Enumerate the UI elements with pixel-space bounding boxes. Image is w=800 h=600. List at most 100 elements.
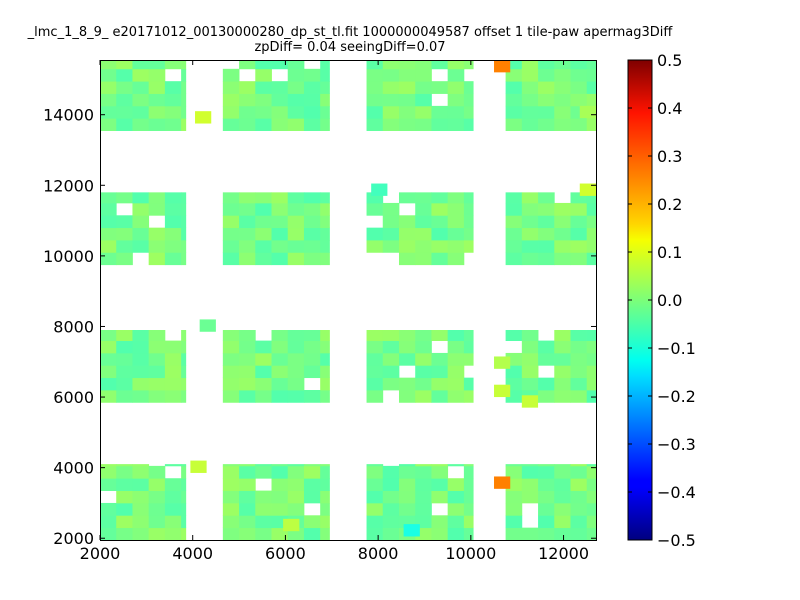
heatmap-cell bbox=[148, 202, 166, 216]
heatmap-cell bbox=[398, 390, 416, 403]
heatmap-cell bbox=[554, 377, 571, 391]
heatmap-cell bbox=[382, 502, 400, 516]
heatmap-cell bbox=[239, 215, 256, 229]
heatmap-cell bbox=[303, 202, 321, 216]
x-tick-label: 4000 bbox=[172, 544, 213, 563]
heatmap-cell bbox=[148, 252, 166, 266]
heatmap-cell bbox=[382, 68, 400, 82]
heatmap-cell-highlight bbox=[494, 384, 511, 398]
heatmap-cell bbox=[303, 68, 321, 82]
heatmap-cell bbox=[181, 215, 187, 229]
heatmap-cell bbox=[239, 377, 256, 391]
heatmap-cell bbox=[222, 465, 240, 479]
heatmap-cell bbox=[538, 502, 555, 516]
heatmap-cell bbox=[431, 490, 449, 504]
heatmap-cell bbox=[320, 252, 330, 266]
heatmap-cell bbox=[554, 464, 571, 467]
heatmap-cell bbox=[239, 60, 256, 70]
heatmap-cell bbox=[100, 377, 117, 391]
heatmap-cell bbox=[415, 192, 432, 204]
heatmap-cell bbox=[382, 227, 400, 241]
heatmap-cell bbox=[570, 390, 588, 403]
heatmap-cell bbox=[521, 490, 539, 504]
heatmap-cell bbox=[447, 252, 465, 266]
heatmap-cell bbox=[415, 352, 432, 366]
heatmap-cell bbox=[132, 105, 150, 119]
heatmap-cell bbox=[366, 60, 384, 70]
heatmap-cell bbox=[181, 515, 187, 529]
heatmap-cell bbox=[222, 377, 240, 391]
heatmap-cell bbox=[398, 118, 416, 131]
heatmap-cell bbox=[366, 202, 384, 216]
heatmap-cell bbox=[586, 81, 597, 94]
heatmap-cell bbox=[164, 377, 182, 391]
y-tick-label: 8000 bbox=[53, 317, 94, 336]
heatmap-cell bbox=[320, 227, 330, 241]
heatmap-cell bbox=[447, 490, 465, 504]
heatmap-cell bbox=[148, 502, 166, 516]
heatmap-cell bbox=[538, 490, 555, 504]
heatmap-cell bbox=[148, 227, 166, 241]
heatmap-cell bbox=[164, 81, 182, 94]
heatmap-cell bbox=[100, 478, 117, 491]
heatmap-cell bbox=[287, 81, 305, 94]
heatmap-cell bbox=[554, 478, 571, 491]
heatmap-cell bbox=[239, 352, 256, 366]
heatmap-cell bbox=[366, 93, 384, 107]
heatmap-cell bbox=[570, 478, 588, 491]
heatmap-cell bbox=[164, 202, 182, 216]
heatmap-cell bbox=[222, 118, 240, 131]
heatmap-cell bbox=[505, 60, 523, 70]
heatmap-cell bbox=[271, 93, 289, 107]
heatmap-cell bbox=[148, 240, 166, 253]
heatmap-cell bbox=[164, 515, 182, 529]
heatmap-cell bbox=[320, 527, 330, 541]
heatmap-cell bbox=[554, 527, 571, 541]
heatmap-cell bbox=[116, 390, 133, 403]
heatmap-cell bbox=[116, 240, 133, 253]
heatmap-cell bbox=[116, 478, 133, 491]
heatmap-cell bbox=[287, 240, 305, 253]
heatmap-cell bbox=[271, 192, 289, 204]
heatmap-cell bbox=[320, 352, 330, 366]
heatmap-cell bbox=[586, 390, 597, 403]
heatmap-cell bbox=[255, 240, 272, 253]
colorbar-tick-label: −0.1 bbox=[657, 339, 696, 358]
heatmap-cell bbox=[447, 377, 465, 391]
heatmap-cell-highlight bbox=[494, 476, 511, 489]
heatmap-cell bbox=[255, 465, 272, 479]
heatmap-cell bbox=[164, 464, 182, 467]
heatmap-cell bbox=[431, 464, 449, 467]
colorbar-tick-label: −0.3 bbox=[657, 435, 696, 454]
heatmap-cell bbox=[415, 68, 432, 82]
heatmap-cell bbox=[271, 340, 289, 354]
heatmap-cell bbox=[303, 340, 321, 354]
heatmap-cell bbox=[287, 192, 305, 204]
heatmap-cell bbox=[415, 502, 432, 516]
heatmap-cell bbox=[320, 390, 330, 403]
heatmap-cell bbox=[320, 93, 330, 107]
chart-subtitle: zpDiff= 0.04 seeingDiff=0.07 bbox=[254, 40, 446, 55]
heatmap-cell bbox=[586, 227, 597, 241]
heatmap-cell bbox=[463, 464, 474, 467]
heatmap-cell bbox=[463, 202, 474, 216]
heatmap-cell bbox=[100, 515, 117, 529]
heatmap-cell bbox=[366, 227, 384, 241]
heatmap-cell bbox=[447, 105, 465, 119]
heatmap-cell bbox=[431, 118, 449, 131]
colorbar-tick-label: 0.2 bbox=[657, 195, 682, 214]
heatmap-cell bbox=[447, 340, 465, 354]
heatmap-cell bbox=[505, 502, 523, 516]
heatmap-cell bbox=[181, 192, 187, 204]
heatmap-cell bbox=[320, 60, 330, 70]
heatmap-cell bbox=[538, 465, 555, 479]
heatmap-cell bbox=[303, 81, 321, 94]
heatmap-cell bbox=[398, 478, 416, 491]
heatmap-cell bbox=[255, 490, 272, 504]
heatmap-cell bbox=[255, 515, 272, 529]
heatmap-cell bbox=[116, 118, 133, 131]
heatmap-cell bbox=[132, 227, 150, 241]
heatmap-cell bbox=[415, 377, 432, 391]
heatmap-cells bbox=[100, 60, 597, 541]
heatmap-cell bbox=[164, 352, 182, 366]
